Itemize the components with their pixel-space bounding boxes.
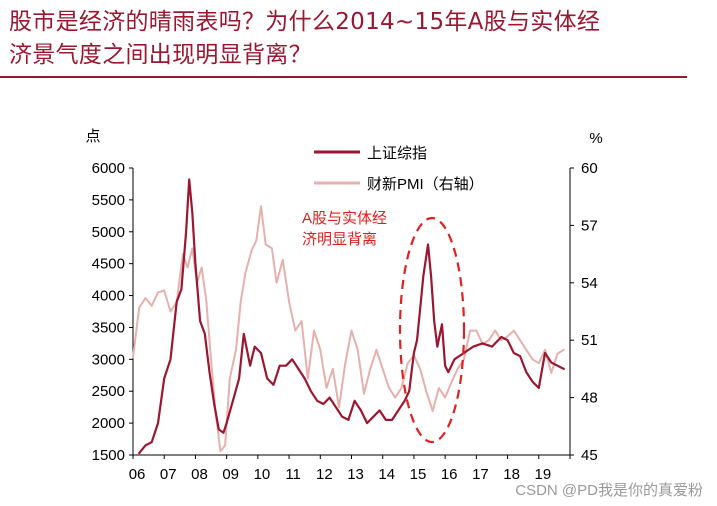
x-tick-label: 14 xyxy=(378,466,395,483)
right-tick-label: 60 xyxy=(581,160,598,177)
left-tick-label: 6000 xyxy=(92,160,125,177)
title-divider xyxy=(0,76,687,78)
left-tick-label: 5000 xyxy=(92,224,125,241)
series-line-shanghai-composite xyxy=(138,178,565,455)
x-tick-label: 16 xyxy=(441,466,458,483)
right-tick-label: 57 xyxy=(581,217,598,234)
x-tick-label: 08 xyxy=(191,466,208,483)
divergence-highlight-ellipse xyxy=(398,216,466,444)
x-tick-label: 19 xyxy=(534,466,551,483)
left-tick-label: 1500 xyxy=(92,447,125,464)
left-tick-label: 3500 xyxy=(92,319,125,336)
x-tick-label: 13 xyxy=(347,466,364,483)
x-tick-label: 12 xyxy=(316,466,333,483)
left-tick-label: 2500 xyxy=(92,383,125,400)
annotation-text-line-2: 济明显背离 xyxy=(302,231,377,248)
left-tick-label: 5500 xyxy=(92,192,125,209)
series-line-caixin-pmi xyxy=(132,205,565,453)
left-tick-label: 4000 xyxy=(92,288,125,305)
legend-label-caixin-pmi: 财新PMI（右轴） xyxy=(367,176,484,193)
x-tick-label: 15 xyxy=(410,466,427,483)
left-tick-label: 4500 xyxy=(92,256,125,273)
annotation-text-line-1: A股与实体经 xyxy=(302,210,387,227)
right-axis-unit: % xyxy=(589,130,602,147)
left-tick-label: 2000 xyxy=(92,415,125,432)
right-tick-label: 54 xyxy=(581,275,598,292)
page-title: 股市是经济的晴雨表吗？为什么2014~15年A股与实体经 济景气度之间出现明显背… xyxy=(9,6,709,72)
right-tick-label: 51 xyxy=(581,332,598,349)
x-tick-label: 10 xyxy=(254,466,271,483)
legend-label-shanghai-composite: 上证综指 xyxy=(367,145,427,162)
x-tick-label: 07 xyxy=(160,466,177,483)
left-tick-label: 3000 xyxy=(92,351,125,368)
x-tick-label: 11 xyxy=(285,466,301,483)
right-tick-label: 48 xyxy=(581,390,598,407)
chart-axes: 6000 5500 5000 4500 4000 3500 3000 2500 2000 1500… xyxy=(85,128,602,483)
right-tick-label: 45 xyxy=(581,447,598,464)
x-tick-label: 18 xyxy=(503,466,520,483)
chart-series xyxy=(132,178,565,455)
watermark: CSDN @PD我是你的真爱粉 xyxy=(515,482,703,499)
left-axis-unit: 点 xyxy=(85,128,100,145)
x-tick-label: 06 xyxy=(129,466,146,483)
x-tick-label: 17 xyxy=(472,466,489,483)
title-line-2: 济景气度之间出现明显背离？ xyxy=(9,42,312,68)
x-tick-label: 09 xyxy=(222,466,239,483)
title-line-1: 股市是经济的晴雨表吗？为什么2014~15年A股与实体经 xyxy=(9,9,601,35)
